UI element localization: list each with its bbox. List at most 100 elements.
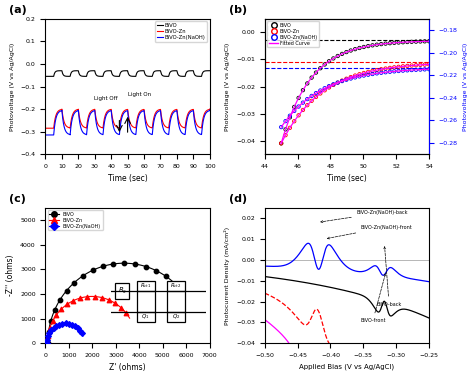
Point [308, 93, 315, 99]
Line: BiVO-Zn: BiVO-Zn [46, 109, 210, 128]
Point [325, 58, 333, 64]
Point [291, 108, 298, 114]
Point [417, 67, 424, 73]
Point [291, 118, 298, 124]
Point [351, 73, 359, 79]
Point [412, 67, 420, 73]
Point [91, 293, 99, 299]
Y-axis label: Photocurrent Density (mA/cm²): Photocurrent Density (mA/cm²) [225, 226, 230, 325]
Point [46, 330, 53, 336]
BiVO-Zn(NaOH) [172, 109, 178, 114]
Point [360, 70, 368, 76]
Point [417, 62, 424, 68]
BiVO-Zn [43, 126, 48, 130]
Point [325, 84, 333, 90]
Point [395, 39, 402, 45]
Point [282, 132, 289, 138]
Point [299, 87, 307, 93]
Point [382, 69, 389, 75]
BiVO [172, 68, 178, 73]
Point [347, 74, 355, 80]
Point [365, 69, 372, 75]
Point [291, 104, 298, 110]
Point [317, 90, 324, 96]
Point [408, 39, 415, 45]
Point [109, 261, 117, 267]
Text: BiVO-Zn(NaOH)-front: BiVO-Zn(NaOH)-front [328, 225, 412, 239]
Y-axis label: -Z'' (ohms): -Z'' (ohms) [6, 255, 15, 296]
BiVO-Zn(NaOH) [202, 113, 208, 117]
Point [120, 260, 128, 266]
Point [321, 85, 328, 91]
Point [317, 65, 324, 71]
Legend: BiVO, BiVO-Zn, BiVO-Zn(NaOH): BiVO, BiVO-Zn, BiVO-Zn(NaOH) [48, 210, 102, 230]
BiVO-Zn(NaOH) [207, 108, 212, 113]
Text: Light On: Light On [128, 92, 152, 97]
Point [99, 263, 107, 270]
Point [369, 42, 376, 48]
Line: BiVO: BiVO [46, 71, 210, 76]
Point [421, 38, 428, 44]
Point [299, 107, 307, 113]
Point [399, 39, 407, 45]
X-axis label: Z' (ohms): Z' (ohms) [109, 363, 146, 372]
Point [303, 102, 311, 108]
Point [131, 261, 139, 267]
Point [65, 321, 73, 327]
Point [386, 69, 394, 75]
Point [59, 321, 66, 327]
BiVO [207, 68, 212, 73]
Point [63, 301, 71, 307]
BiVO-Zn [118, 116, 124, 120]
BiVO-Zn [207, 107, 212, 112]
Point [391, 68, 398, 74]
Point [312, 70, 320, 76]
Point [46, 325, 54, 331]
Point [338, 78, 346, 84]
BiVO [122, 68, 128, 73]
Point [412, 39, 420, 45]
Point [338, 51, 346, 57]
Legend: BiVO, BiVO-Zn, BiVO-Zn(NaOH): BiVO, BiVO-Zn, BiVO-Zn(NaOH) [155, 22, 207, 42]
Point [425, 66, 433, 72]
Point [43, 340, 51, 346]
Point [343, 77, 350, 83]
Y-axis label: Photovoltage (V vs Ag/AgCl): Photovoltage (V vs Ag/AgCl) [10, 42, 15, 131]
BiVO-Zn(NaOH) [51, 131, 57, 135]
Point [277, 140, 285, 146]
Point [356, 45, 363, 51]
Point [369, 68, 376, 74]
Point [395, 68, 402, 74]
Point [334, 80, 341, 86]
Point [62, 321, 70, 327]
Point [89, 267, 96, 273]
Point [295, 112, 302, 118]
Point [50, 325, 57, 331]
Point [308, 74, 315, 81]
Point [317, 87, 324, 93]
Point [403, 39, 411, 45]
Point [117, 305, 125, 311]
Point [360, 44, 368, 50]
Point [347, 48, 355, 54]
BiVO-Zn(NaOH) [122, 109, 128, 114]
Point [76, 295, 84, 301]
Point [286, 114, 294, 120]
Point [286, 113, 294, 119]
Text: (b): (b) [228, 5, 247, 15]
Point [351, 74, 359, 81]
Point [303, 96, 311, 102]
Point [76, 328, 84, 334]
Point [47, 318, 55, 324]
Point [277, 124, 285, 130]
Point [105, 297, 112, 303]
Y-axis label: Photovoltage (V vs Ag/AgCl): Photovoltage (V vs Ag/AgCl) [464, 42, 468, 131]
Point [377, 70, 385, 76]
BiVO-Zn(NaOH) [118, 119, 124, 124]
Line: BiVO-Zn(NaOH): BiVO-Zn(NaOH) [46, 110, 210, 135]
Point [373, 67, 381, 73]
Point [325, 83, 333, 89]
Point [391, 64, 398, 70]
Point [421, 67, 428, 73]
Point [421, 62, 428, 68]
